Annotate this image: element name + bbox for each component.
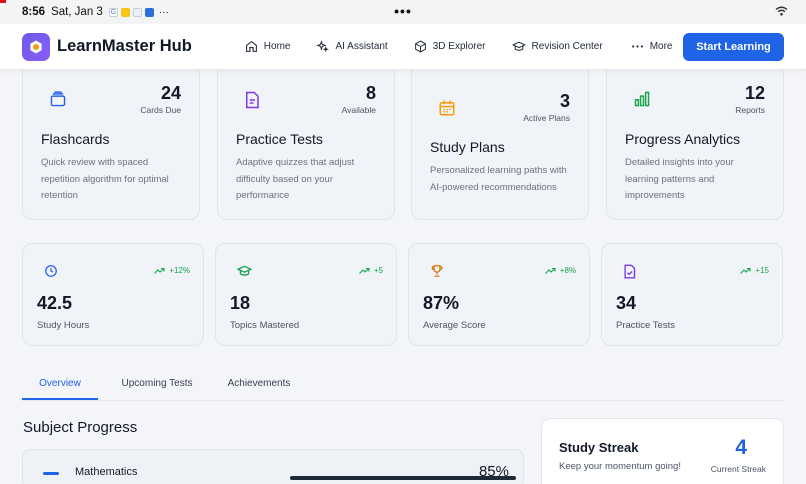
study-plans-title: Study Plans <box>430 139 505 155</box>
stat-value: 34 <box>616 293 637 313</box>
google-icon: G <box>108 7 118 17</box>
status-date: Sat, Jan 3 <box>51 6 103 18</box>
status-bar: 8:56 Sat, Jan 3 G ··· ••• <box>0 0 806 24</box>
multitask-dots[interactable]: ••• <box>394 3 412 19</box>
stat-value: 42.5 <box>37 293 73 313</box>
streak-subtitle: Keep your momentum going! <box>559 461 681 472</box>
practice-tests-stat: +15 34 Practice Tests <box>601 243 783 346</box>
trend-value: +15 <box>755 266 769 275</box>
trend-value: +5 <box>373 266 383 275</box>
status-time: 8:56 <box>22 6 46 18</box>
study-plans-count-label: Active Plans <box>523 113 570 123</box>
trend-value: +8% <box>559 266 576 275</box>
subject-percent: 85% <box>478 463 509 480</box>
tab-upcoming-tests[interactable]: Upcoming Tests <box>121 378 193 389</box>
app-icon <box>120 7 130 17</box>
trend-up: +5 <box>358 266 383 275</box>
home-indicator[interactable] <box>290 476 516 480</box>
flashcards-count-label: Cards Due <box>140 105 181 115</box>
subject-name: Mathematics <box>75 466 138 478</box>
logo-icon[interactable] <box>22 32 50 61</box>
app-icon <box>144 7 154 17</box>
graduation-cap-icon <box>511 41 526 51</box>
nav-revision-center-label: Revision Center <box>531 41 603 52</box>
trophy-icon <box>430 264 444 283</box>
study-plans-card[interactable]: 3 Active Plans Study Plans Personalized … <box>411 58 589 220</box>
wifi-icon <box>775 6 788 19</box>
trend-up: +12% <box>154 266 190 275</box>
streak-title: Study Streak <box>559 440 639 455</box>
progress-analytics-count-label: Reports <box>735 105 765 115</box>
progress-analytics-title: Progress Analytics <box>625 131 741 147</box>
cube-icon <box>414 40 426 53</box>
nav-menu: Home AI Assistant 3D Explorer Revision C… <box>245 40 673 53</box>
flashcards-card[interactable]: 24 Cards Due Flashcards Quick review wit… <box>22 58 200 220</box>
nav-home[interactable]: Home <box>245 40 291 53</box>
practice-tests-description: Adaptive quizzes that adjust difficulty … <box>236 157 355 201</box>
nav-more[interactable]: More <box>631 40 673 53</box>
nav-home-label: Home <box>263 41 291 52</box>
nav-more-label: More <box>649 41 673 52</box>
dashboard-tabs: Overview Upcoming Tests Achievements <box>22 369 784 401</box>
nav-3d-explorer-label: 3D Explorer <box>432 41 486 52</box>
practice-tests-title: Practice Tests <box>236 131 323 147</box>
trend-up: +8% <box>544 266 576 275</box>
document-icon <box>244 91 260 114</box>
study-plans-count: 3 <box>559 91 570 111</box>
more-dots-icon <box>631 45 643 48</box>
top-navbar: LearnMaster Hub Home AI Assistant 3D Exp… <box>0 24 806 70</box>
clock-icon <box>44 264 58 283</box>
more-notifications-icon: ··· <box>158 6 169 18</box>
tab-overview[interactable]: Overview <box>22 369 98 400</box>
subject-progress-title: Subject Progress <box>23 419 138 436</box>
recording-indicator <box>0 0 6 3</box>
graduation-cap-icon <box>236 264 253 283</box>
study-hours-stat: +12% 42.5 Study Hours <box>22 243 204 346</box>
start-learning-button[interactable]: Start Learning <box>683 32 784 61</box>
cards-icon <box>49 91 67 112</box>
streak-label: Current Streak <box>710 464 766 474</box>
trend-up: +15 <box>740 266 769 275</box>
stat-label: Practice Tests <box>616 320 675 331</box>
flashcards-title: Flashcards <box>41 131 110 147</box>
stat-label: Study Hours <box>37 320 90 331</box>
practice-tests-count-label: Available <box>341 105 376 115</box>
practice-tests-card[interactable]: 8 Available Practice Tests Adaptive quiz… <box>217 58 395 220</box>
practice-tests-count: 8 <box>365 83 376 103</box>
nav-revision-center[interactable]: Revision Center <box>511 40 603 53</box>
study-plans-description: Personalized learning paths with AI-powe… <box>430 165 567 193</box>
calendar-icon <box>438 99 456 122</box>
brand-name[interactable]: LearnMaster Hub <box>57 37 192 55</box>
home-icon <box>245 40 257 52</box>
progress-analytics-count: 12 <box>744 83 765 103</box>
study-streak-card: Study Streak Keep your momentum going! 4… <box>541 418 784 484</box>
stat-value: 18 <box>230 293 251 313</box>
average-score-stat: +8% 87% Average Score <box>408 243 590 346</box>
tab-achievements[interactable]: Achievements <box>227 378 291 389</box>
trend-value: +12% <box>169 266 190 275</box>
trending-up-icon <box>358 267 370 274</box>
stat-label: Topics Mastered <box>230 320 300 331</box>
trending-up-icon <box>154 267 165 274</box>
bar-chart-icon <box>633 91 651 112</box>
app-icon <box>132 7 142 17</box>
trending-up-icon <box>544 267 556 274</box>
progress-analytics-card[interactable]: 12 Reports Progress Analytics Detailed i… <box>606 58 784 220</box>
stat-label: Average Score <box>423 320 486 331</box>
nav-ai-assistant-label: AI Assistant <box>335 41 388 52</box>
progress-analytics-description: Detailed insights into your learning pat… <box>625 157 734 201</box>
flashcards-count: 24 <box>160 83 181 103</box>
trending-up-icon <box>740 267 751 274</box>
topics-mastered-stat: +5 18 Topics Mastered <box>215 243 397 346</box>
stat-value: 87% <box>423 293 460 313</box>
subject-icon <box>43 472 59 475</box>
document-check-icon <box>623 264 636 284</box>
flashcards-description: Quick review with spaced repetition algo… <box>41 157 169 201</box>
nav-3d-explorer[interactable]: 3D Explorer <box>414 40 486 53</box>
status-app-icons: G ··· <box>108 6 169 18</box>
streak-value: 4 <box>735 436 747 459</box>
sparkles-icon <box>316 40 330 53</box>
nav-ai-assistant[interactable]: AI Assistant <box>316 40 388 53</box>
